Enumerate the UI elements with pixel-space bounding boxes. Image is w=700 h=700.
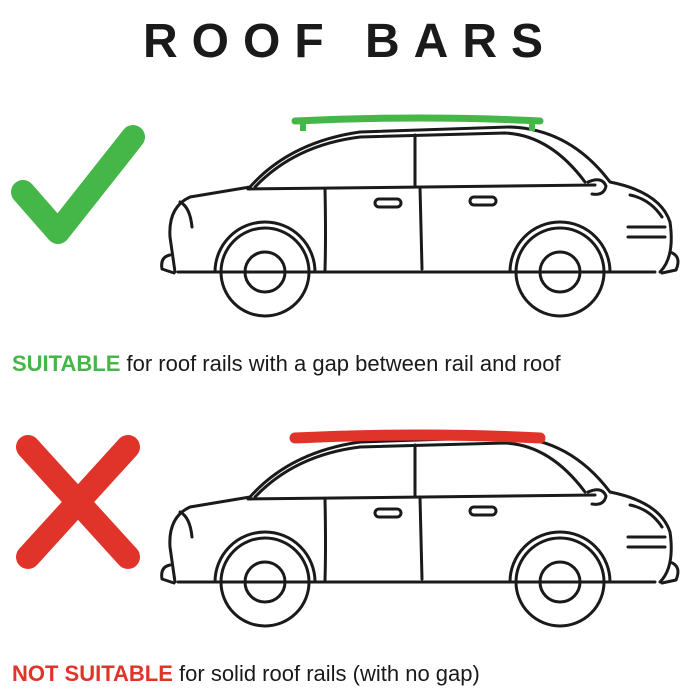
caption-suitable-rest: for roof rails with a gap between rail a… (120, 351, 560, 376)
checkmark-icon (8, 117, 148, 262)
cross-icon (8, 427, 148, 582)
caption-not-suitable: NOT SUITABLE for solid roof rails (with … (12, 661, 688, 687)
car-suitable (130, 87, 690, 332)
caption-not-suitable-lead: NOT SUITABLE (12, 661, 173, 686)
caption-suitable: SUITABLE for roof rails with a gap betwe… (12, 351, 688, 377)
panel-not-suitable: NOT SUITABLE for solid roof rails (with … (0, 387, 700, 687)
caption-not-suitable-rest: for solid roof rails (with no gap) (173, 661, 480, 686)
panel-suitable: SUITABLE for roof rails with a gap betwe… (0, 77, 700, 377)
caption-suitable-lead: SUITABLE (12, 351, 120, 376)
car-not-suitable (130, 397, 690, 642)
page-title: ROOF BARS (0, 0, 700, 69)
